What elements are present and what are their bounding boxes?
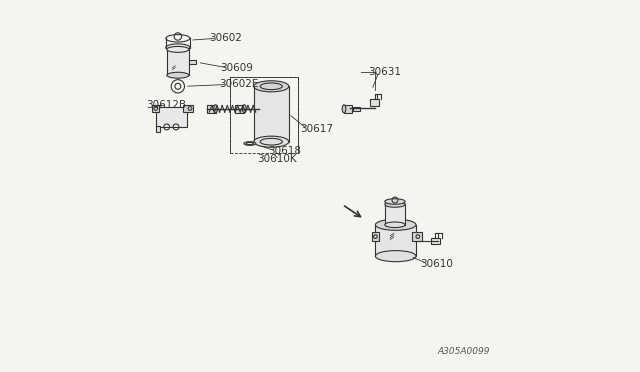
Bar xyxy=(230,77,298,153)
Text: A305A0099: A305A0099 xyxy=(437,347,490,356)
Bar xyxy=(156,126,160,132)
Ellipse shape xyxy=(214,105,218,113)
Bar xyxy=(370,99,379,106)
Bar xyxy=(353,107,360,111)
Bar xyxy=(152,105,159,112)
Text: 30617: 30617 xyxy=(300,124,333,134)
Bar xyxy=(207,105,216,113)
Text: 30602: 30602 xyxy=(209,33,242,43)
Ellipse shape xyxy=(244,142,256,145)
Ellipse shape xyxy=(385,199,405,204)
Ellipse shape xyxy=(385,202,405,207)
Bar xyxy=(412,232,422,241)
Text: 30612B: 30612B xyxy=(147,100,187,110)
Ellipse shape xyxy=(167,46,189,52)
Ellipse shape xyxy=(376,219,416,230)
Ellipse shape xyxy=(243,105,246,113)
Bar xyxy=(189,60,196,64)
Bar xyxy=(385,205,405,225)
Bar xyxy=(184,105,193,112)
Ellipse shape xyxy=(167,72,189,78)
Ellipse shape xyxy=(376,251,416,262)
Text: 30609: 30609 xyxy=(220,63,253,73)
Bar xyxy=(376,225,416,256)
Bar xyxy=(431,238,440,244)
Text: 30602E: 30602E xyxy=(220,80,259,89)
Bar xyxy=(156,107,187,127)
Text: 30618: 30618 xyxy=(268,146,301,156)
Ellipse shape xyxy=(342,105,346,113)
Bar xyxy=(253,86,289,142)
Text: 30610K: 30610K xyxy=(257,154,297,164)
Ellipse shape xyxy=(166,44,190,51)
Text: 30610: 30610 xyxy=(420,259,452,269)
Ellipse shape xyxy=(253,136,289,147)
Text: 30631: 30631 xyxy=(368,67,401,77)
Ellipse shape xyxy=(253,81,289,92)
Bar xyxy=(235,105,244,113)
Bar xyxy=(344,105,352,113)
Bar xyxy=(372,232,379,241)
Ellipse shape xyxy=(385,222,405,228)
Bar xyxy=(167,49,189,75)
